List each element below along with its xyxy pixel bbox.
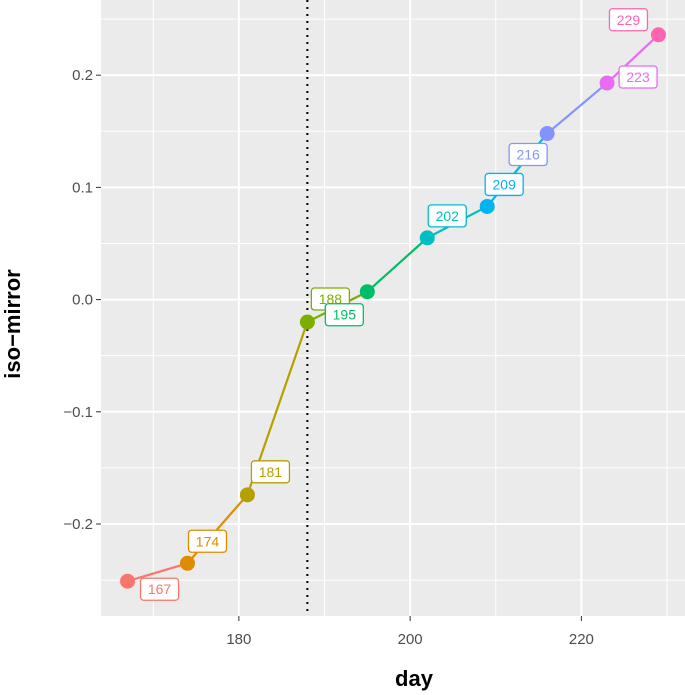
point-label-174: 174: [187, 529, 228, 553]
line-segment-195: [366, 236, 429, 293]
point-label-text: 209: [493, 176, 517, 192]
point-label-text: 202: [436, 208, 460, 224]
point-label-229: 229: [608, 8, 649, 32]
point-label-box: [139, 577, 180, 601]
data-point-216: [539, 126, 555, 142]
y-ticks: −0.2 −0.1 0.0 0.1 0.2: [63, 67, 101, 533]
minor-grid: [101, 0, 685, 616]
y-tick-label: −0.1: [63, 404, 93, 421]
point-label-box: [324, 303, 364, 327]
y-tick-label: 0.0: [72, 292, 93, 309]
line-segment-223: [605, 33, 660, 85]
point-label-text: 223: [626, 69, 650, 85]
data-point-223: [599, 75, 615, 91]
point-label-box: [427, 204, 467, 228]
data-point-229: [650, 27, 666, 43]
point-label-text: 181: [259, 464, 283, 480]
data-point-181: [239, 487, 255, 503]
major-grid: [101, 0, 685, 616]
point-label-box: [608, 8, 649, 32]
data-point-188: [299, 314, 315, 330]
point-label-text: 167: [148, 581, 172, 597]
y-tick-label: −0.2: [63, 516, 93, 533]
line-segment-216: [546, 81, 609, 135]
point-label-216: 216: [508, 142, 548, 167]
point-label-text: 195: [333, 307, 357, 323]
point-label-text: 174: [196, 533, 220, 549]
point-label-text: 216: [516, 147, 540, 163]
y-tick-label: 0.1: [72, 179, 93, 196]
x-ticks: 180 200 220: [226, 616, 594, 648]
x-tick-label: 220: [569, 631, 594, 648]
point-label-box: [618, 65, 658, 89]
y-axis-title: iso−mirror: [0, 269, 25, 379]
data-point-167: [120, 573, 136, 589]
point-label-box: [484, 172, 524, 197]
point-label-text: 188: [319, 291, 343, 307]
point-label-195: 195: [324, 303, 364, 327]
data-points: [120, 27, 666, 589]
point-label-box: [187, 529, 228, 553]
point-label-text: 229: [617, 12, 641, 28]
point-label-202: 202: [427, 204, 467, 228]
plot-panel: [101, 0, 685, 616]
line-segment-167: [126, 562, 189, 583]
x-tick-label: 200: [398, 631, 423, 648]
point-label-167: 167: [139, 577, 180, 601]
data-point-174: [179, 555, 195, 571]
data-point-202: [419, 230, 435, 246]
point-label-box: [250, 460, 291, 484]
y-tick-label: 0.2: [72, 67, 93, 84]
x-tick-label: 180: [226, 631, 251, 648]
point-label-223: 223: [618, 65, 658, 89]
point-label-209: 209: [484, 172, 524, 197]
point-label-box: [508, 142, 548, 167]
data-point-195: [359, 284, 375, 300]
point-label-181: 181: [250, 460, 291, 484]
data-point-209: [479, 198, 495, 214]
x-axis-title: day: [395, 666, 434, 691]
